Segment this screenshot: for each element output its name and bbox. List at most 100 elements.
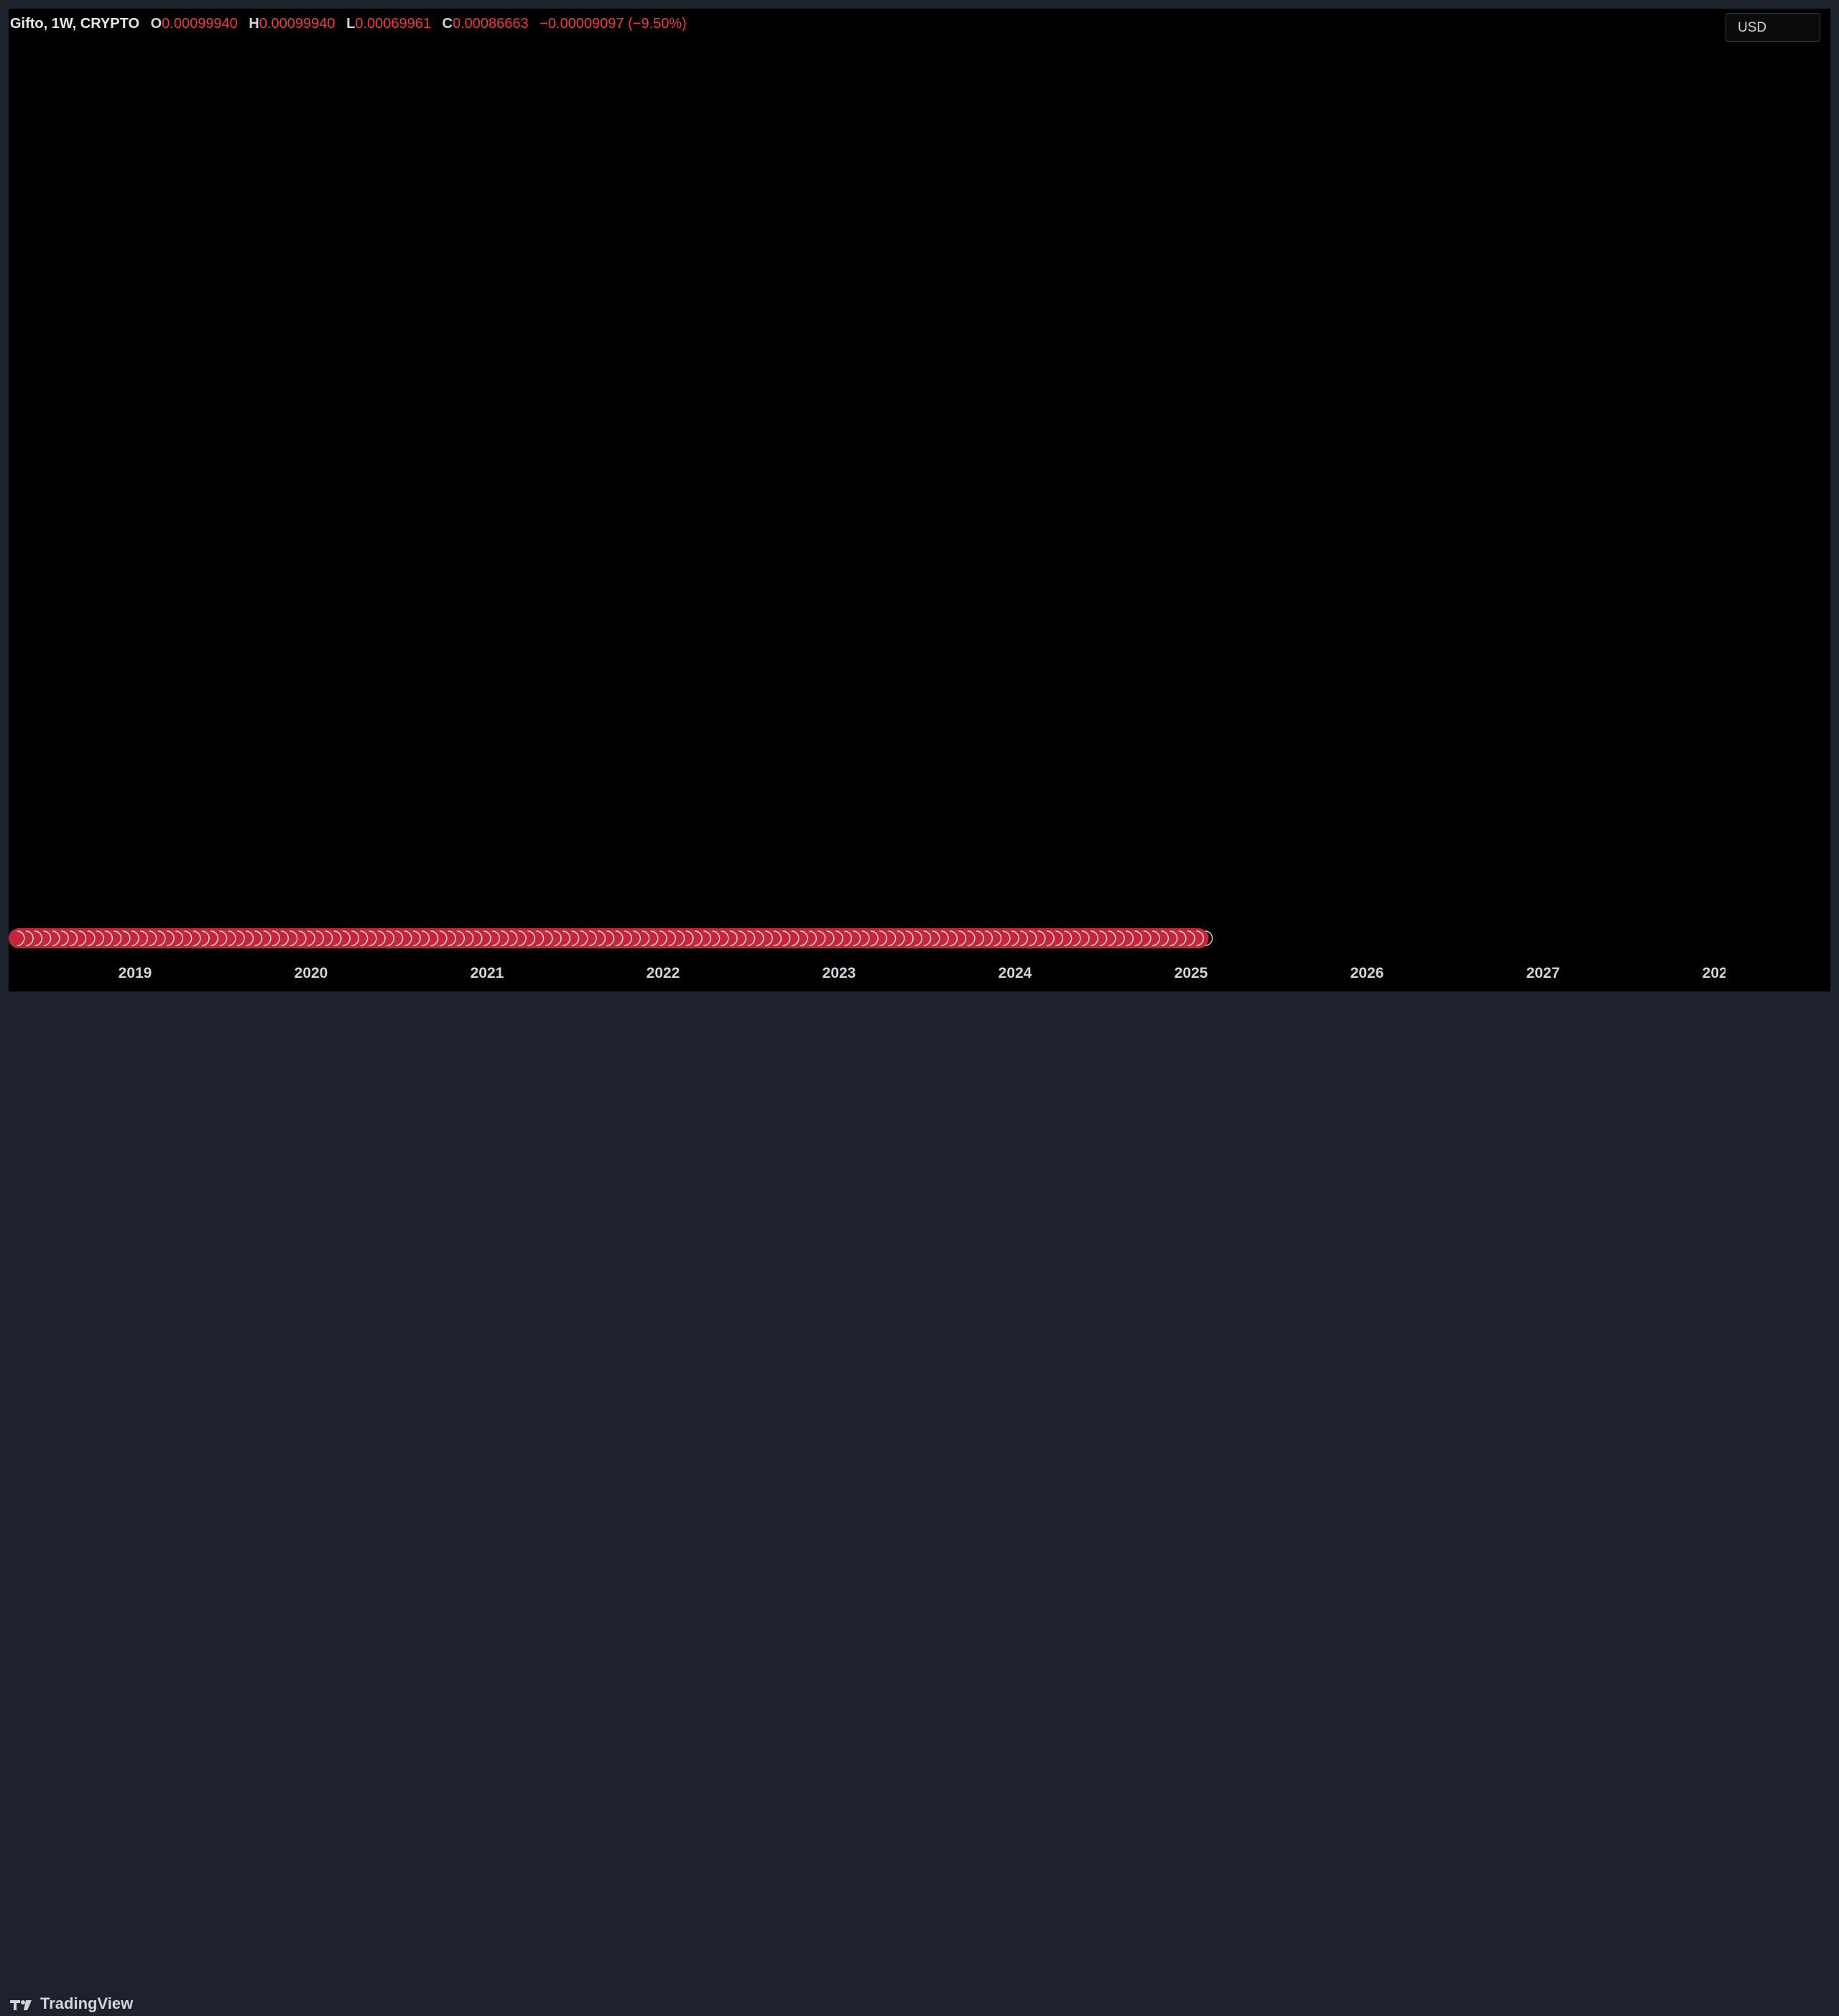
event-icon [950,930,958,946]
event-icon [932,930,940,946]
event-icon [325,930,333,946]
event-icon [519,930,527,946]
event-icon [1002,930,1011,946]
event-icon [1152,930,1160,946]
price-axis[interactable]: 0.320000000.220000000.160000000.11000000… [1725,9,1830,991]
event-icon [105,930,114,946]
event-icon [210,930,219,946]
event-icon [888,930,897,946]
event-icon [941,930,949,946]
event-icon [114,930,122,946]
event-icon [659,930,667,946]
event-icon [1143,930,1152,946]
brand-name: TradingView [40,1994,134,2012]
event-icon [1134,930,1143,946]
event-icon [545,930,553,946]
tradingview-brand[interactable]: TradingView [10,1994,133,2013]
event-icon [730,930,738,946]
event-icon [1029,930,1037,946]
event-icon [202,930,210,946]
event-icon [800,930,808,946]
x-tick-label: 2022 [647,965,680,981]
price-chart[interactable]: 0.138159340.014534000.002563280.00149690… [9,9,1725,991]
event-icon [1055,930,1064,946]
event-icon [1117,930,1125,946]
event-icon [96,930,104,946]
event-icon [641,930,650,946]
event-icon [765,930,773,946]
event-icon [70,930,78,946]
change-value: −0.00009097 (−9.50%) [539,16,687,32]
x-tick-label: 2021 [471,965,504,981]
event-icon [571,930,580,946]
x-tick-label: 2020 [295,965,328,981]
high-value: 0.00099940 [259,16,335,32]
event-icon [263,930,272,946]
event-icon [351,930,360,946]
chart-pane[interactable]: 0.138159340.014534000.002563280.00149690… [9,9,1725,991]
event-icon [501,930,509,946]
event-icon [879,930,888,946]
event-icon [439,930,448,946]
event-icon [580,930,588,946]
event-icon [131,930,139,946]
open-label: O [150,16,162,32]
close-value: 0.00086663 [452,16,529,32]
event-icon [448,930,456,946]
event-icon [509,930,518,946]
event-icon [914,930,923,946]
event-icon [1090,930,1099,946]
event-icon [536,930,545,946]
event-icon [457,930,465,946]
event-icon [413,930,421,946]
close-label: C [442,16,453,32]
event-icon [1161,930,1169,946]
event-icon [844,930,853,946]
event-icon [333,930,342,946]
event-icon [307,930,315,946]
open-value: 0.00099940 [162,16,238,32]
tradingview-logo-icon [10,1997,34,2010]
event-icon [826,930,835,946]
currency-button[interactable]: USD [1725,13,1820,42]
event-icon [976,930,984,946]
event-icon [1126,930,1134,946]
event-icon [369,930,377,946]
event-icon [598,930,606,946]
event-icon [122,930,131,946]
event-icon [34,930,43,946]
event-icon [703,930,712,946]
event-icon [17,930,25,946]
event-icon [809,930,817,946]
event-icon [140,930,149,946]
x-tick-label: 2027 [1527,965,1560,981]
event-icon [237,930,245,946]
event-icon [1205,930,1213,946]
event-icon [474,930,483,946]
event-icon [562,930,571,946]
event-icon [61,930,69,946]
event-icon [193,930,201,946]
event-icon [756,930,764,946]
event-icon [404,930,412,946]
event-icon [175,930,184,946]
event-icon [738,930,747,946]
event-icon [985,930,993,946]
event-icon [624,930,632,946]
event-icon [967,930,976,946]
event-icon [219,930,228,946]
event-icon [1020,930,1029,946]
event-icon [272,930,280,946]
event-icon [782,930,791,946]
event-icon [695,930,703,946]
event-icon [289,930,298,946]
event-icon [78,930,87,946]
event-icon [254,930,263,946]
event-icon [527,930,536,946]
event-icon [589,930,597,946]
event-icon [1169,930,1178,946]
event-icon [871,930,879,946]
x-tick-label: 2019 [119,965,152,981]
event-icon [1047,930,1055,946]
event-icon [43,930,52,946]
